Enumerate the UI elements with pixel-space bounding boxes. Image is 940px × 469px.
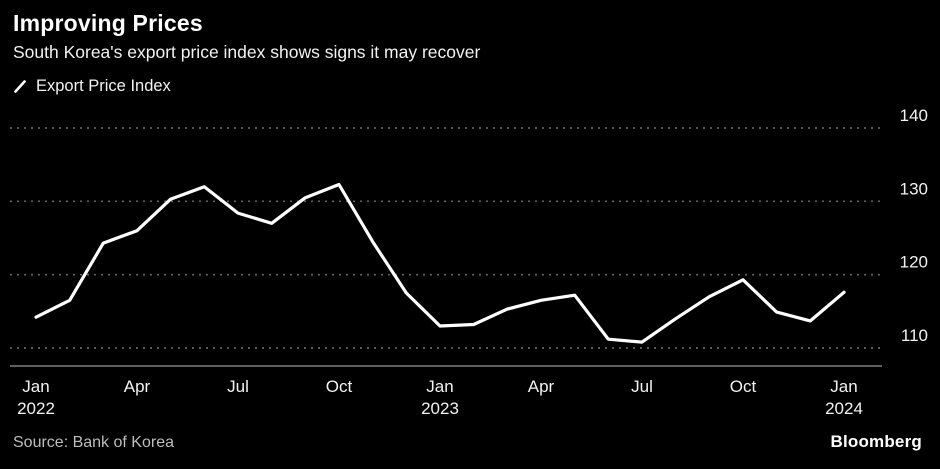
x-tick-label: Jan — [22, 377, 49, 396]
x-tick-year-label: 2024 — [825, 399, 863, 418]
chart-header: Improving Prices South Korea's export pr… — [0, 0, 940, 63]
x-tick-label: Jul — [631, 377, 653, 396]
y-tick-label: 140 — [900, 106, 928, 125]
x-tick-label: Oct — [730, 377, 757, 396]
x-tick-label: Jul — [227, 377, 249, 396]
bloomberg-logo: Bloomberg — [830, 432, 922, 452]
legend: Export Price Index — [13, 76, 940, 96]
export-price-line — [34, 183, 846, 345]
x-tick-label: Jan — [830, 377, 857, 396]
chart-footer: Source: Bank of Korea Bloomberg — [0, 426, 940, 452]
y-tick-label: 110 — [901, 326, 928, 345]
x-tick-year-label: 2023 — [421, 399, 459, 418]
x-tick-label: Apr — [528, 377, 555, 396]
x-tick-label: Oct — [326, 377, 353, 396]
chart-subtitle: South Korea's export price index shows s… — [13, 41, 481, 62]
chart-title: Improving Prices — [13, 10, 203, 36]
y-tick-label: 120 — [900, 253, 928, 272]
y-tick-label: 130 — [900, 180, 928, 199]
x-tick-year-label: 2022 — [17, 399, 55, 418]
x-tick-label: Jan — [426, 377, 453, 396]
legend-label: Export Price Index — [36, 76, 171, 95]
price-chart: 110 120 130 140 Jan 2022 Apr Jul Oct Jan 2023 Apr Ju… — [10, 106, 928, 418]
line-series-icon — [14, 80, 26, 93]
x-tick-label: Apr — [124, 377, 151, 396]
source-note: Source: Bank of Korea — [13, 434, 174, 452]
